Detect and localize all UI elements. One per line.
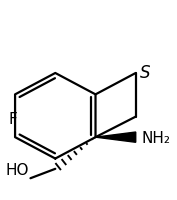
Text: F: F: [9, 111, 18, 126]
Polygon shape: [96, 132, 136, 143]
Text: HO: HO: [5, 163, 29, 177]
Text: NH₂: NH₂: [142, 130, 171, 145]
Text: S: S: [140, 64, 150, 82]
